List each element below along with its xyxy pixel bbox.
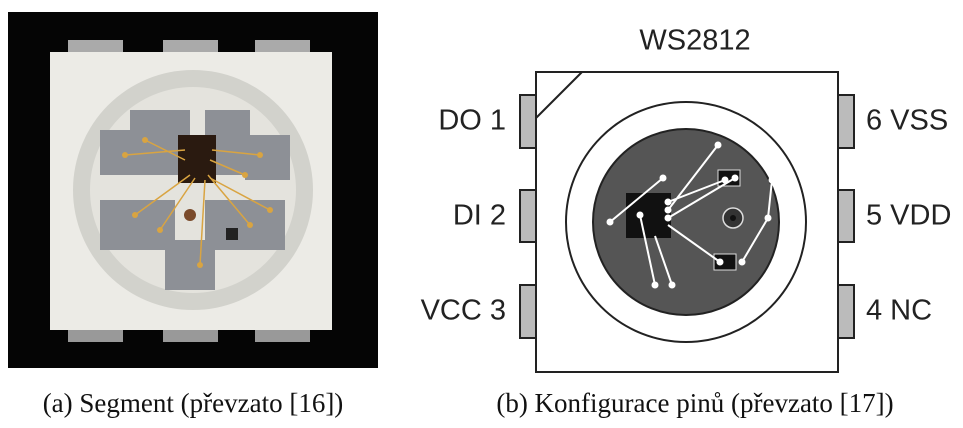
figure: (a) Segment (převzato [16]) WS2812 DO 1 D…	[0, 0, 963, 428]
led-photo	[8, 12, 378, 368]
pin-label: DI 2	[453, 200, 506, 232]
pin-label: 5 VDD	[866, 200, 951, 232]
pin-label: DO 1	[438, 105, 506, 137]
pin-label: 6 VSS	[866, 105, 948, 137]
package	[520, 72, 854, 372]
pin-label: 4 NC	[866, 295, 932, 327]
diagram-title: WS2812	[639, 25, 750, 57]
pin-label: VCC 3	[421, 295, 506, 327]
caption: (a) Segment (převzato [16])	[43, 388, 344, 418]
caption: (b) Konfigurace pinů (převzato [17])	[496, 388, 893, 418]
